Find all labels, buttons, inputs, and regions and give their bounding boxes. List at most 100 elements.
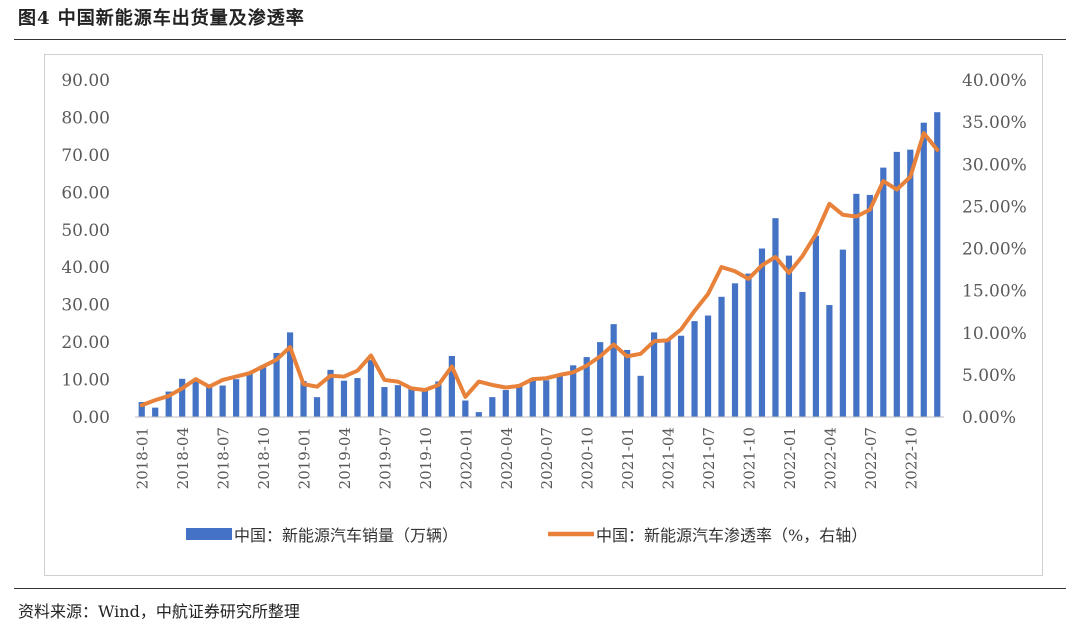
bar-2021-01 (624, 349, 631, 417)
bar-2019-06 (367, 360, 375, 417)
bar-2019-05 (354, 378, 361, 417)
bar-series (138, 112, 941, 417)
right-tick-label: 20.00% (962, 240, 1027, 260)
x-tick-label: 2020-10 (579, 427, 597, 489)
x-tick-label: 2018-10 (255, 427, 273, 489)
right-tick-label: 0.00% (962, 408, 1016, 428)
left-tick-label: 50.00 (61, 221, 110, 241)
bar-2019-01 (300, 381, 307, 417)
bar-2021-06 (691, 321, 698, 417)
right-tick-label: 30.00% (962, 155, 1027, 175)
bar-2021-03 (651, 332, 658, 417)
bar-2018-06 (206, 385, 213, 417)
source-note: 资料来源：Wind，中航证券研究所整理 (18, 602, 300, 621)
bar-2021-02 (637, 375, 644, 417)
left-tick-label: 90.00 (61, 71, 110, 91)
bar-2020-01 (462, 400, 469, 417)
bar-2018-05 (192, 378, 199, 417)
left-tick-label: 10.00 (61, 371, 110, 391)
x-tick-label: 2020-07 (538, 427, 556, 489)
legend: 中国：新能源汽车销量（万辆） 中国：新能源汽车渗透率（%，右轴） (186, 526, 867, 545)
bar-2020-07 (543, 380, 550, 417)
bar-2021-04 (664, 339, 671, 417)
legend-bar-swatch (186, 528, 232, 540)
x-tick-label: 2019-10 (417, 427, 435, 489)
bar-2019-02 (313, 397, 321, 417)
x-tick-label: 2021-07 (700, 427, 718, 489)
left-tick-label: 40.00 (61, 258, 110, 278)
x-tick-label: 2020-01 (457, 427, 475, 489)
x-tick-label: 2022-04 (821, 427, 839, 489)
bar-2022-02 (799, 291, 806, 417)
x-tick-label: 2021-01 (619, 427, 637, 489)
bar-2019-09 (408, 387, 415, 417)
bar-2022-05 (839, 249, 846, 417)
left-tick-label: 80.00 (61, 108, 110, 128)
x-tick-label: 2018-07 (215, 427, 233, 489)
bar-2022-04 (826, 305, 833, 417)
bar-2018-12 (286, 332, 294, 417)
bar-2022-09 (893, 151, 900, 417)
left-tick-label: 20.00 (61, 333, 110, 353)
bar-2020-08 (556, 376, 563, 417)
right-tick-label: 40.00% (962, 71, 1027, 91)
right-axis-ticks: 0.00% 5.00% 10.00% 15.00% 20.00% 25.00% 30.00%… (962, 71, 1027, 428)
right-tick-label: 10.00% (962, 324, 1027, 344)
top-rule (14, 39, 1066, 40)
bar-2020-12 (610, 324, 617, 417)
bar-2021-09 (731, 283, 739, 417)
left-tick-label: 0.00 (72, 408, 110, 428)
x-tick-label: 2018-04 (174, 427, 192, 489)
bar-2019-03 (327, 369, 334, 417)
x-tick-label: 2022-01 (781, 427, 799, 489)
bar-2020-02 (475, 412, 482, 417)
x-tick-label: 2021-10 (740, 427, 758, 489)
legend-line-label: 中国：新能源汽车渗透率（%，右轴） (596, 526, 867, 545)
figure-title: 图4 中国新能源车出货量及渗透率 (18, 8, 305, 29)
bar-2020-10 (583, 357, 590, 417)
left-tick-label: 60.00 (61, 183, 110, 203)
bar-2019-04 (340, 380, 348, 417)
bar-2018-04 (179, 378, 186, 417)
x-tick-label: 2020-04 (498, 427, 516, 489)
bar-2021-10 (745, 273, 752, 417)
bar-2022-08 (880, 167, 887, 417)
x-axis-ticks: 2018-01 2018-04 2018-07 2018-10 2019-01 2019-… (134, 427, 921, 489)
bar-2018-09 (246, 371, 253, 417)
bar-2022-03 (812, 235, 820, 417)
x-tick-label: 2022-07 (862, 427, 880, 489)
bar-2018-03 (165, 391, 172, 417)
right-tick-label: 5.00% (962, 366, 1016, 386)
bar-2018-10 (259, 365, 267, 417)
x-tick-label: 2018-01 (134, 427, 152, 489)
bar-2020-06 (529, 378, 536, 417)
bar-2018-08 (233, 379, 240, 417)
bar-2020-11 (597, 342, 604, 417)
bottom-rule (14, 588, 1066, 589)
bar-2022-10 (907, 149, 914, 417)
bar-2021-12 (772, 218, 779, 417)
bar-2022-12 (934, 112, 941, 417)
right-tick-label: 35.00% (962, 113, 1027, 133)
x-tick-label: 2019-07 (376, 427, 394, 489)
bar-2021-07 (704, 315, 712, 417)
bar-2018-11 (273, 352, 280, 417)
x-tick-label: 2019-01 (296, 427, 314, 489)
bar-2018-07 (219, 385, 226, 417)
left-tick-label: 30.00 (61, 296, 110, 316)
penetration-line (139, 131, 940, 408)
chart-frame (44, 54, 1043, 576)
bar-2021-11 (758, 248, 766, 417)
bar-2020-09 (570, 365, 577, 417)
bar-2021-08 (718, 296, 725, 417)
bar-2020-05 (516, 386, 523, 417)
bar-2020-04 (502, 390, 509, 417)
bar-2019-12 (448, 355, 455, 417)
bar-2019-11 (435, 381, 442, 417)
bar-2022-07 (866, 194, 873, 417)
bar-2019-07 (381, 387, 388, 417)
bar-2021-05 (677, 335, 685, 417)
line-series (139, 131, 940, 408)
bar-2022-11 (920, 122, 927, 417)
